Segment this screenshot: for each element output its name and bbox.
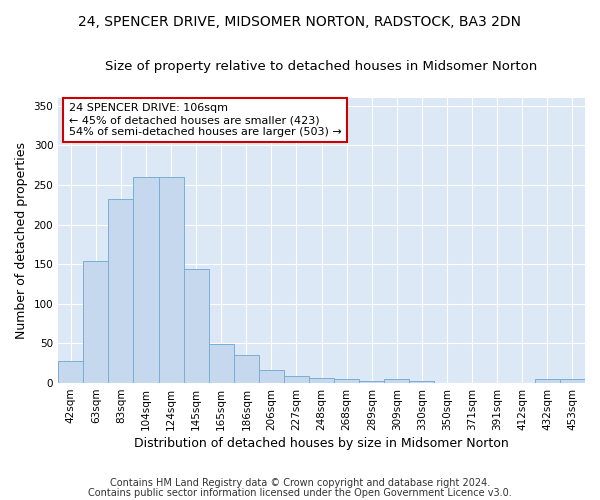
- Text: 24 SPENCER DRIVE: 106sqm
← 45% of detached houses are smaller (423)
54% of semi-: 24 SPENCER DRIVE: 106sqm ← 45% of detach…: [69, 104, 341, 136]
- Bar: [259, 370, 284, 383]
- Bar: [58, 361, 83, 383]
- Bar: [184, 269, 209, 383]
- Bar: [385, 379, 409, 383]
- Bar: [359, 382, 385, 383]
- Y-axis label: Number of detached properties: Number of detached properties: [15, 142, 28, 339]
- Bar: [234, 356, 259, 383]
- Bar: [560, 379, 585, 383]
- Bar: [83, 261, 109, 383]
- Bar: [109, 199, 133, 383]
- X-axis label: Distribution of detached houses by size in Midsomer Norton: Distribution of detached houses by size …: [134, 437, 509, 450]
- Bar: [309, 378, 334, 383]
- Text: Contains public sector information licensed under the Open Government Licence v3: Contains public sector information licen…: [88, 488, 512, 498]
- Bar: [334, 379, 359, 383]
- Bar: [409, 380, 434, 383]
- Bar: [535, 379, 560, 383]
- Bar: [158, 177, 184, 383]
- Title: Size of property relative to detached houses in Midsomer Norton: Size of property relative to detached ho…: [106, 60, 538, 73]
- Text: Contains HM Land Registry data © Crown copyright and database right 2024.: Contains HM Land Registry data © Crown c…: [110, 478, 490, 488]
- Bar: [209, 344, 234, 383]
- Text: 24, SPENCER DRIVE, MIDSOMER NORTON, RADSTOCK, BA3 2DN: 24, SPENCER DRIVE, MIDSOMER NORTON, RADS…: [79, 15, 521, 29]
- Bar: [133, 177, 158, 383]
- Bar: [284, 376, 309, 383]
